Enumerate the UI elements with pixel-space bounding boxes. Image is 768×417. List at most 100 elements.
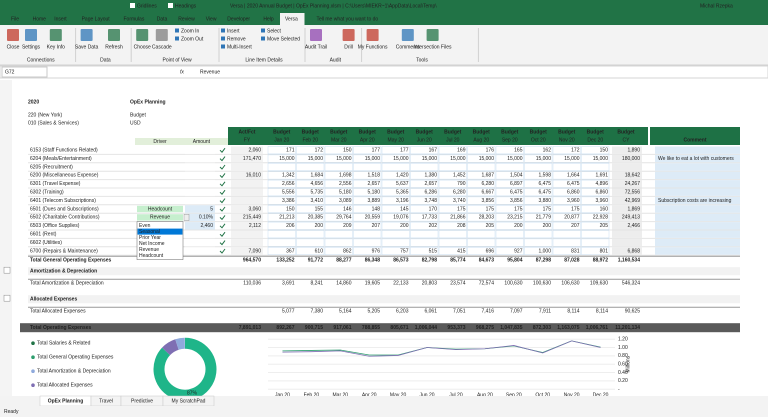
month-value[interactable]: 207 bbox=[372, 223, 381, 229]
month-value[interactable]: 15,000 bbox=[422, 156, 438, 162]
month-value[interactable]: 5,365 bbox=[396, 190, 409, 196]
month-value[interactable]: 6,667 bbox=[481, 190, 494, 196]
driver[interactable]: Revenue bbox=[150, 215, 170, 221]
month-value[interactable]: 3,856 bbox=[510, 198, 523, 204]
ribbon-button[interactable]: Remove bbox=[227, 36, 246, 42]
month-value[interactable]: 20,385 bbox=[308, 215, 324, 221]
toggle-label[interactable]: Headings bbox=[175, 3, 197, 9]
month-value[interactable]: 21,213 bbox=[279, 215, 295, 221]
month-value[interactable]: 29,764 bbox=[336, 215, 352, 221]
month-value[interactable]: 150 bbox=[343, 148, 352, 154]
tell-me[interactable]: Tell me what you want to do bbox=[317, 16, 379, 22]
ribbon-tab[interactable]: Home bbox=[33, 16, 47, 22]
ribbon-button[interactable]: Save Data bbox=[75, 44, 99, 50]
month-value[interactable]: 790 bbox=[457, 181, 466, 187]
dropdown-option[interactable]: Headcount bbox=[139, 253, 164, 259]
month-value[interactable]: 160 bbox=[600, 206, 609, 212]
month-value[interactable]: 21,779 bbox=[536, 215, 552, 221]
month-value[interactable]: 6,475 bbox=[538, 190, 551, 196]
month-value[interactable]: 209 bbox=[343, 223, 352, 229]
month-value[interactable]: 3,386 bbox=[282, 198, 295, 204]
amount[interactable]: 2,460 bbox=[200, 223, 213, 229]
ribbon-tab[interactable]: Formulas bbox=[124, 16, 145, 22]
ribbon-tab[interactable]: Page Layout bbox=[82, 16, 111, 22]
month-value[interactable]: 1,380 bbox=[424, 173, 437, 179]
ribbon-button[interactable]: Close bbox=[7, 44, 20, 50]
ribbon-tab[interactable]: Data bbox=[157, 16, 168, 22]
sheet-tab-label[interactable]: My ScratchPad bbox=[172, 398, 206, 404]
month-value[interactable]: 801 bbox=[600, 248, 609, 254]
month-value[interactable]: 4,896 bbox=[595, 181, 608, 187]
month-value[interactable]: 5,180 bbox=[339, 190, 352, 196]
ribbon-button[interactable]: Cascade bbox=[152, 44, 172, 50]
month-value[interactable]: 21,866 bbox=[450, 215, 466, 221]
name-box-text[interactable]: G72 bbox=[5, 69, 15, 75]
month-value[interactable]: 15,000 bbox=[279, 156, 295, 162]
month-value[interactable]: 6,475 bbox=[510, 190, 523, 196]
ribbon-button[interactable]: Move Selected bbox=[267, 36, 300, 42]
month-value[interactable]: 165 bbox=[514, 148, 523, 154]
month-value[interactable]: 171 bbox=[286, 148, 295, 154]
month-value[interactable]: 19,076 bbox=[393, 215, 409, 221]
month-value[interactable]: 5,637 bbox=[396, 181, 409, 187]
month-value[interactable]: 148 bbox=[372, 206, 381, 212]
month-value[interactable]: 3,089 bbox=[339, 198, 352, 204]
sheet-tab-label[interactable]: Predictive bbox=[131, 398, 153, 404]
month-value[interactable]: 15,000 bbox=[365, 156, 381, 162]
month-value[interactable]: 1,691 bbox=[595, 173, 608, 179]
month-value[interactable]: 6,280 bbox=[453, 190, 466, 196]
amount[interactable]: 5 bbox=[210, 206, 213, 212]
month-value[interactable]: 831 bbox=[571, 248, 580, 254]
month-value[interactable]: 206 bbox=[286, 223, 295, 229]
month-value[interactable]: 610 bbox=[315, 248, 324, 254]
month-value[interactable]: 862 bbox=[343, 248, 352, 254]
month-value[interactable]: 15,000 bbox=[336, 156, 352, 162]
month-value[interactable]: 5,556 bbox=[282, 190, 295, 196]
month-value[interactable]: 15,000 bbox=[507, 156, 523, 162]
month-value[interactable]: 202 bbox=[429, 223, 438, 229]
month-value[interactable]: 15,000 bbox=[564, 156, 580, 162]
ribbon-button[interactable]: Key Info bbox=[47, 44, 66, 50]
ribbon-tab[interactable]: Versa bbox=[285, 16, 298, 22]
month-value[interactable]: 207 bbox=[571, 223, 580, 229]
month-value[interactable]: 6,897 bbox=[510, 181, 523, 187]
ribbon-button[interactable]: Zoom In bbox=[181, 28, 200, 34]
dropdown-option[interactable]: Seasonal bbox=[139, 229, 160, 235]
month-value[interactable]: 367 bbox=[286, 248, 295, 254]
month-value[interactable]: 175 bbox=[514, 206, 523, 212]
month-value[interactable]: 1,687 bbox=[481, 173, 494, 179]
month-value[interactable]: 176 bbox=[486, 148, 495, 154]
month-value[interactable]: 3,410 bbox=[310, 198, 323, 204]
ribbon-button[interactable]: Zoom Out bbox=[181, 36, 204, 42]
month-value[interactable]: 15,000 bbox=[308, 156, 324, 162]
month-value[interactable]: 1,664 bbox=[567, 173, 580, 179]
ribbon-button[interactable]: Comments bbox=[396, 44, 421, 50]
month-value[interactable]: 146 bbox=[343, 206, 352, 212]
month-value[interactable]: 2,657 bbox=[367, 181, 380, 187]
ribbon-tab[interactable]: Review bbox=[178, 16, 195, 22]
ribbon-tab[interactable]: File bbox=[11, 16, 19, 22]
ribbon-button[interactable]: Audit Trail bbox=[305, 44, 327, 50]
month-value[interactable]: 15,000 bbox=[479, 156, 495, 162]
month-value[interactable]: 200 bbox=[543, 223, 552, 229]
month-value[interactable]: 15,000 bbox=[450, 156, 466, 162]
month-value[interactable]: 3,740 bbox=[453, 198, 466, 204]
month-value[interactable]: 172 bbox=[315, 148, 324, 154]
month-value[interactable]: 155 bbox=[315, 206, 324, 212]
ribbon-tab[interactable]: Developer bbox=[227, 16, 250, 22]
ribbon-button[interactable]: Drill bbox=[344, 44, 353, 50]
toggle-label[interactable]: Gridlines bbox=[137, 3, 157, 9]
month-value[interactable]: 28,203 bbox=[479, 215, 495, 221]
month-value[interactable]: 1,698 bbox=[339, 173, 352, 179]
ribbon-button[interactable]: Choose bbox=[134, 44, 151, 50]
ribbon-button[interactable]: Select bbox=[267, 28, 282, 34]
month-value[interactable]: 150 bbox=[600, 148, 609, 154]
month-value[interactable]: 1,598 bbox=[538, 173, 551, 179]
month-value[interactable]: 6,286 bbox=[424, 190, 437, 196]
month-value[interactable]: 175 bbox=[571, 206, 580, 212]
month-value[interactable]: 175 bbox=[543, 206, 552, 212]
month-value[interactable]: 6,860 bbox=[595, 190, 608, 196]
month-value[interactable]: 5,735 bbox=[310, 190, 323, 196]
ribbon-button[interactable]: Insert bbox=[227, 28, 240, 34]
month-value[interactable]: 200 bbox=[315, 223, 324, 229]
